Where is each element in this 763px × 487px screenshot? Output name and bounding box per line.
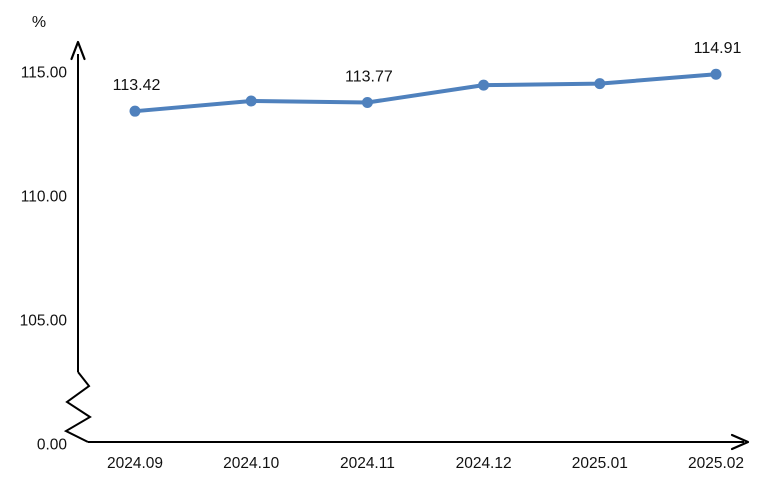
data-point [361,97,373,109]
y-tick-label: 110.00 [21,189,68,206]
x-category-label: 2024.12 [456,455,512,472]
data-point [245,95,257,107]
y-axis-break-icon [63,371,92,443]
y-tick-label: 0.00 [37,437,68,454]
x-category-label: 2024.09 [107,455,163,472]
line-path [133,72,718,114]
data-point [129,105,141,117]
y-axis-tick-labels: 115.00 110.00 105.00 0.00 [20,65,68,454]
data-point-label: 113.42 [113,77,161,94]
x-category-label: 2024.10 [223,455,279,472]
data-point-label: 114.91 [694,40,742,57]
x-axis-arrow-icon [730,433,750,451]
data-point [710,68,722,80]
x-category-label: 2025.01 [572,455,628,472]
series-points [129,68,722,117]
x-axis-category-labels: 2024.09 2024.10 2024.11 2024.12 2025.01 2025.… [107,455,744,472]
x-category-label: 2024.11 [340,455,395,472]
x-category-label: 2025.02 [688,455,744,472]
series-data-labels: 113.42 113.77 114.91 [113,40,742,94]
y-tick-label: 105.00 [20,313,68,330]
y-axis-arrow-icon [70,40,86,61]
data-point [478,79,490,91]
y-axis-unit-label: % [32,14,46,31]
data-point [594,78,606,90]
series-line [133,72,718,114]
y-tick-label: 115.00 [21,65,68,82]
data-point-label: 113.77 [345,69,393,86]
